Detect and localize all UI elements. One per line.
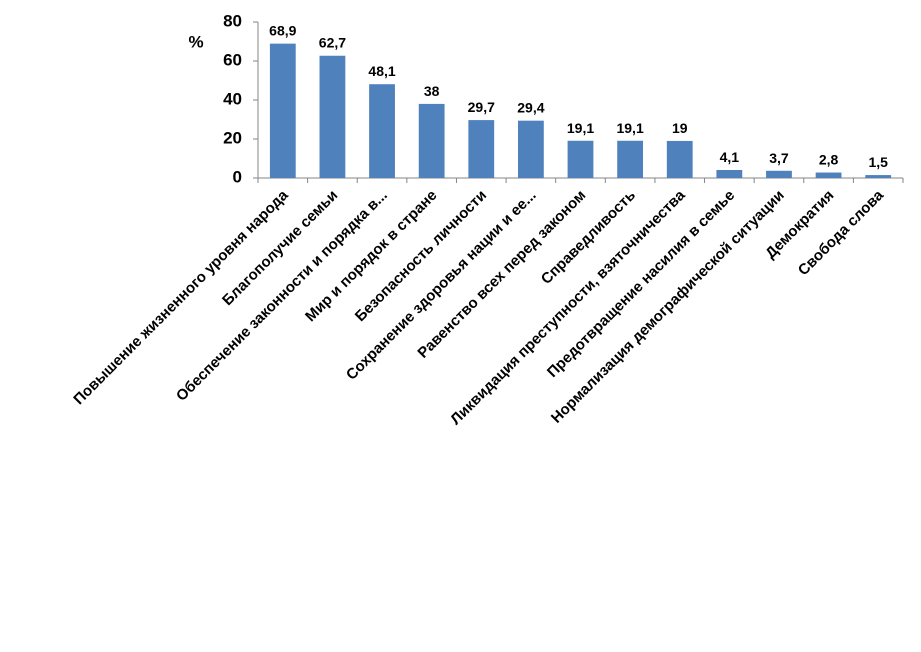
y-tick-label: 60 bbox=[223, 50, 242, 69]
y-axis-label: % bbox=[188, 32, 203, 51]
x-tick-label: Предотвращение насилия в семье bbox=[544, 187, 738, 381]
bar bbox=[865, 175, 892, 178]
bar bbox=[468, 120, 495, 178]
value-label: 19 bbox=[672, 120, 688, 136]
x-tick-label: Нормализация демографической ситуации bbox=[548, 187, 788, 427]
value-label: 29,4 bbox=[517, 100, 544, 116]
value-label: 38 bbox=[424, 83, 440, 99]
x-tick-label: Повышение жизненного уровня народа bbox=[70, 186, 292, 408]
y-tick-label: 20 bbox=[223, 128, 242, 147]
y-tick-label: 0 bbox=[233, 167, 242, 186]
x-tick-label: Ликвидация преступности, взяточничества bbox=[447, 186, 689, 428]
bar bbox=[815, 172, 842, 178]
value-label: 2,8 bbox=[819, 152, 839, 168]
y-tick-label: 80 bbox=[223, 11, 242, 30]
x-tick-label: Свобода слова bbox=[795, 186, 888, 279]
value-label: 29,7 bbox=[468, 99, 495, 115]
bar bbox=[319, 55, 346, 178]
value-label: 68,9 bbox=[269, 23, 296, 39]
y-tick-label: 40 bbox=[223, 89, 242, 108]
value-label: 4,1 bbox=[720, 149, 740, 165]
bar bbox=[567, 140, 594, 178]
bar bbox=[517, 120, 544, 178]
value-label: 19,1 bbox=[616, 120, 643, 136]
value-label: 1,5 bbox=[868, 154, 888, 170]
bar bbox=[766, 170, 792, 178]
x-tick-label: Справедливость bbox=[538, 187, 639, 288]
bar bbox=[716, 170, 743, 178]
value-label: 19,1 bbox=[567, 120, 594, 136]
bar bbox=[369, 84, 395, 178]
value-label: 48,1 bbox=[368, 63, 395, 79]
bar bbox=[666, 140, 693, 178]
value-label: 62,7 bbox=[319, 35, 346, 51]
bar bbox=[617, 140, 644, 178]
bar bbox=[418, 103, 445, 178]
value-label: 3,7 bbox=[769, 150, 789, 166]
bar bbox=[269, 43, 296, 178]
